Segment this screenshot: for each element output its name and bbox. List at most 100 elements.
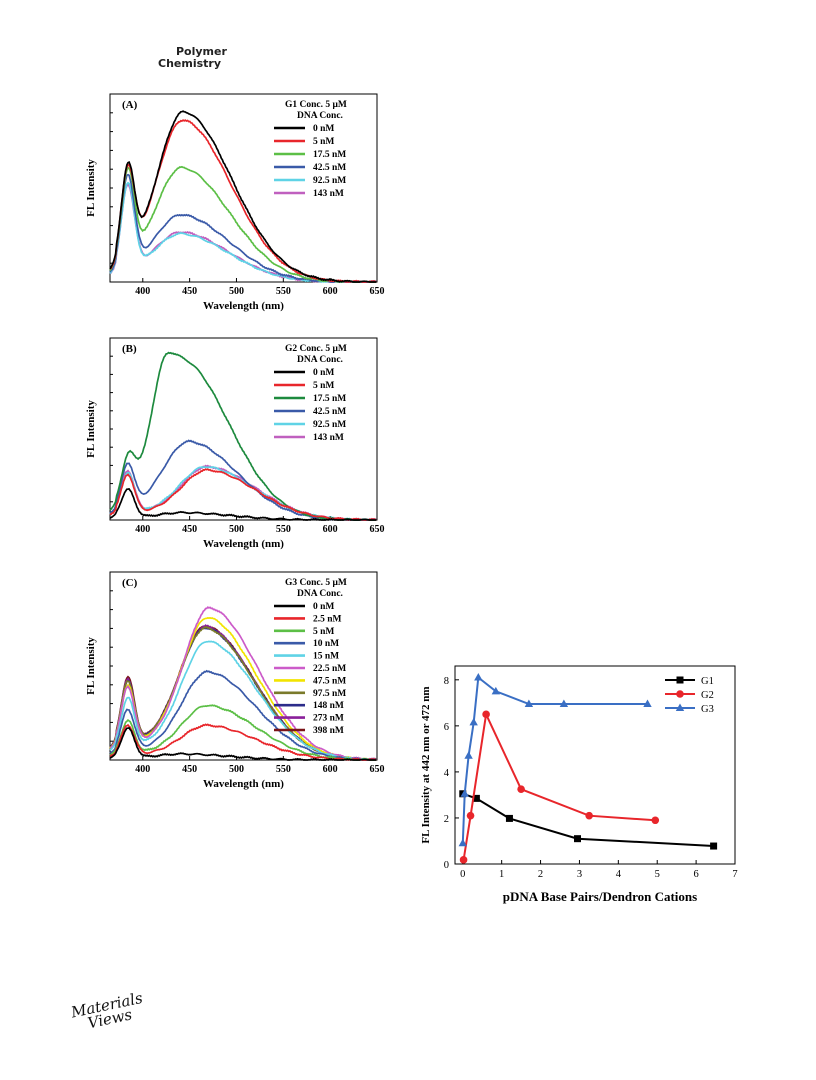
y-axis-label: FL Intensity at 442 nm or 472 nm xyxy=(420,686,432,843)
legend-title-line1: G2 Conc. 5 μM xyxy=(285,344,347,354)
spectrum-panel-a: 400 450 500 550 600 650 Wavelength (nm) FL Inte… xyxy=(85,93,385,312)
legend-label-17.5-nm: 17.5 nM xyxy=(313,394,346,404)
spectrum-panel-b: 400 450 500 550 600 650 Wavelength (nm) FL Inte… xyxy=(85,337,385,550)
x-tick-label: 550 xyxy=(276,524,291,535)
legend-title-line2: DNA Conc. xyxy=(297,589,343,599)
x-axis-label: pDNA Base Pairs/Dendron Cations xyxy=(503,889,697,904)
legend-label-2.5-nm: 2.5 nM xyxy=(313,614,342,624)
point-g3 xyxy=(464,751,473,759)
legend-label-g2: G2 xyxy=(701,690,714,701)
series-line-5-nm xyxy=(109,468,377,522)
legend-label-42.5-nm: 42.5 nM xyxy=(313,163,346,173)
x-tick-label: 500 xyxy=(229,286,244,297)
y-tick-label: 2 xyxy=(444,814,449,825)
point-g1 xyxy=(472,794,480,802)
series-line-143-nm xyxy=(109,464,377,521)
point-g3 xyxy=(675,703,685,711)
x-tick-label: 1 xyxy=(499,869,504,880)
intensity-vs-ratio-chart: 0 1 2 3 4 5 6 7 0 2 4 6 8 pDNA Base Pairs/Dendron Cat… xyxy=(420,665,738,904)
x-tick-label: 450 xyxy=(182,764,197,775)
point-g3 xyxy=(458,838,467,847)
y-tick-label: 8 xyxy=(444,676,449,687)
x-tick-label: 600 xyxy=(323,764,338,775)
y-axis-label: FL Intensity xyxy=(85,637,97,695)
x-tick-label: 400 xyxy=(135,524,150,535)
legend-label-22.5-nm: 22.5 nM xyxy=(313,664,346,674)
x-tick-label: 500 xyxy=(229,764,244,775)
x-tick-label: 3 xyxy=(577,869,582,880)
x-tick-label: 400 xyxy=(135,764,150,775)
x-tick-label: 650 xyxy=(370,764,385,775)
x-tick-label: 0 xyxy=(460,869,465,880)
legend-label-42.5-nm: 42.5 nM xyxy=(313,407,346,417)
point-g3 xyxy=(559,699,569,707)
legend-title-line1: G3 Conc. 5 μM xyxy=(285,578,347,588)
y-axis-label: FL Intensity xyxy=(85,400,97,458)
x-tick-label: 600 xyxy=(323,524,338,535)
x-tick-label: 550 xyxy=(276,286,291,297)
point-g3 xyxy=(524,699,534,707)
x-tick-label: 400 xyxy=(135,286,150,297)
point-g1 xyxy=(676,676,684,684)
legend-label-273-nm: 273 nM xyxy=(313,714,344,724)
x-tick-label: 2 xyxy=(538,869,543,880)
point-g2 xyxy=(676,690,684,698)
legend-label-10-nm: 10 nM xyxy=(313,639,339,649)
legend-label-5-nm: 5 nM xyxy=(313,627,334,637)
x-axis-label: Wavelength (nm) xyxy=(203,538,284,550)
point-g2 xyxy=(651,816,660,825)
x-axis-label: Wavelength (nm) xyxy=(203,300,284,312)
point-g2 xyxy=(466,811,475,820)
x-tick-label: 650 xyxy=(370,524,385,535)
series-line-g1 xyxy=(462,792,714,847)
legend-label-5-nm: 5 nM xyxy=(313,137,334,147)
spectrum-panel-c: 400 450 500 550 600 650 Wavelength (nm) FL Inte… xyxy=(85,571,385,790)
series-line-0-nm xyxy=(109,726,377,761)
series-line-0-nm xyxy=(109,110,377,283)
legend-title-line2: DNA Conc. xyxy=(297,355,343,365)
x-axis-label: Wavelength (nm) xyxy=(203,778,284,790)
legend-label-0-nm: 0 nM xyxy=(313,368,334,378)
point-g2 xyxy=(585,811,593,820)
legend-label-97.5-nm: 97.5 nM xyxy=(313,689,346,699)
x-tick-label: 550 xyxy=(276,764,291,775)
point-g2 xyxy=(482,710,490,719)
series-line-0-nm xyxy=(109,487,377,521)
legend-label-0-nm: 0 nM xyxy=(313,602,334,612)
x-tick-label: 650 xyxy=(370,286,385,297)
point-g1 xyxy=(505,814,513,822)
x-tick-label: 6 xyxy=(693,869,698,880)
y-tick-label: 0 xyxy=(444,860,449,871)
point-g3 xyxy=(643,699,652,707)
point-g2 xyxy=(459,856,468,864)
panel-label: (B) xyxy=(122,343,137,355)
point-g2 xyxy=(517,785,525,793)
legend-label-143-nm: 143 nM xyxy=(313,189,344,199)
journal-header: Polymer Chemistry xyxy=(158,46,227,70)
x-tick-label: 500 xyxy=(229,524,244,535)
x-tick-label: 450 xyxy=(182,524,197,535)
materials-views-logo: Materials Views xyxy=(69,989,147,1033)
point-g1 xyxy=(710,842,718,850)
series-line-5-nm xyxy=(109,704,377,761)
legend-title-line2: DNA Conc. xyxy=(297,111,343,121)
series-line-92.5-nm xyxy=(109,466,377,521)
legend-label-g1: G1 xyxy=(701,676,714,687)
legend-label-148-nm: 148 nM xyxy=(313,701,344,711)
legend-label-0-nm: 0 nM xyxy=(313,124,334,134)
panel-label: (C) xyxy=(122,577,138,589)
legend-label-92.5-nm: 92.5 nM xyxy=(313,420,346,430)
x-tick-label: 600 xyxy=(323,286,338,297)
y-tick-label: 6 xyxy=(444,722,449,733)
legend-label-92.5-nm: 92.5 nM xyxy=(313,176,346,186)
series-line-15-nm xyxy=(109,640,377,761)
y-tick-label: 4 xyxy=(444,768,450,779)
point-g3 xyxy=(491,686,501,695)
x-tick-label: 5 xyxy=(655,869,660,880)
legend-title-line1: G1 Conc. 5 μM xyxy=(285,100,347,110)
point-g1 xyxy=(574,835,581,843)
series-line-g2 xyxy=(462,710,656,861)
legend-label-398-nm: 398 nM xyxy=(313,726,344,736)
legend-label-5-nm: 5 nM xyxy=(313,381,334,391)
point-g3 xyxy=(460,789,469,797)
